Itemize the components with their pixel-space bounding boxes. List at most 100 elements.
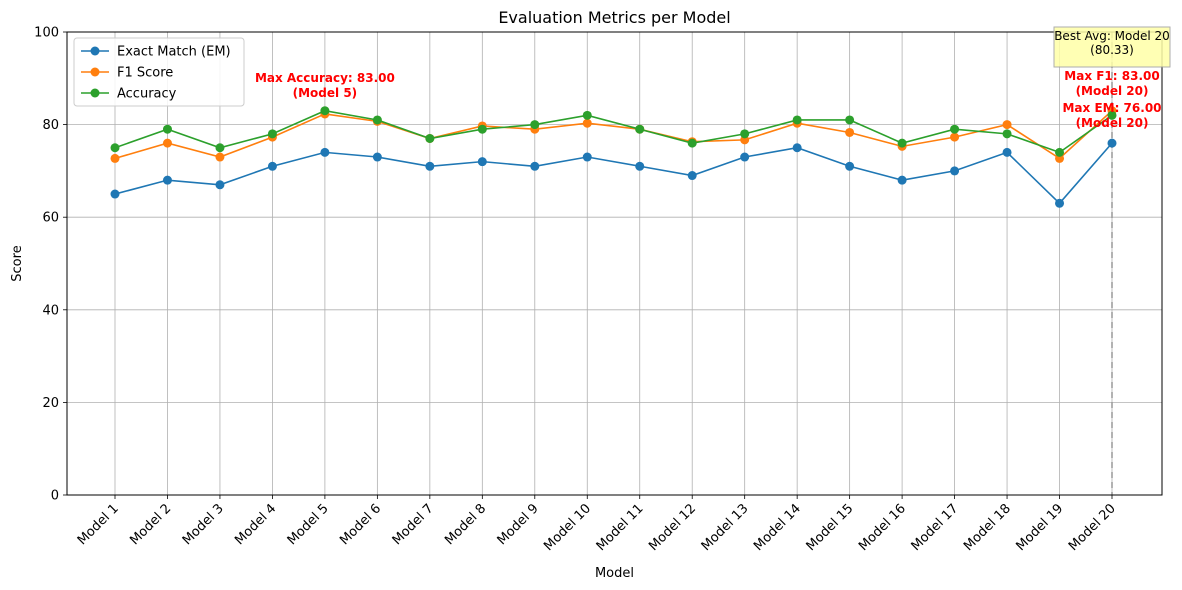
legend-label: Exact Match (EM): [117, 45, 231, 60]
x-tick-label: Model 18: [961, 501, 1014, 554]
chart-title: Evaluation Metrics per Model: [498, 8, 730, 27]
annotation-2: Max EM: 76.00(Model 20): [1062, 101, 1161, 130]
legend-label: Accuracy: [117, 87, 177, 102]
x-tick-label: Model 19: [1014, 501, 1067, 554]
series-line: [114, 110, 1113, 160]
data-point: [897, 175, 907, 185]
annotation-0: Max Accuracy: 83.00(Model 5): [255, 71, 395, 100]
data-point: [372, 152, 382, 162]
data-point: [162, 138, 172, 148]
x-tick-label: Model 7: [390, 501, 437, 548]
legend-box: [73, 37, 245, 107]
data-point: [897, 138, 907, 148]
data-point: [950, 166, 960, 176]
x-axis-title: Model: [595, 566, 634, 581]
series-lines: [110, 106, 1117, 208]
y-tick-label: 60: [42, 211, 59, 226]
data-point: [1055, 198, 1065, 208]
x-tick-label: Model 11: [594, 501, 647, 554]
data-point: [267, 129, 277, 139]
legend: Exact Match (EM) F1 Score Accuracy: [73, 37, 245, 107]
annotations: Max Accuracy: 83.00(Model 5) Max F1: 83.0…: [255, 26, 1171, 130]
data-point: [1002, 147, 1012, 157]
x-tick-label: Model 20: [1066, 501, 1119, 554]
data-point: [1107, 110, 1117, 120]
annotation-text: Max F1: 83.00: [1064, 69, 1159, 83]
y-tick-label: 0: [51, 489, 59, 504]
x-tick-label: Model 2: [127, 501, 174, 548]
y-tick-label: 40: [42, 303, 59, 318]
data-point: [687, 138, 697, 148]
x-tick-label: Model 6: [337, 501, 384, 548]
data-point: [950, 132, 960, 142]
series-line: [114, 109, 1113, 154]
x-tick-label: Model 12: [646, 501, 699, 554]
best-avg-text: (80.33): [1090, 43, 1134, 57]
best-avg-box: Best Avg: Model 20(80.33): [1053, 26, 1171, 68]
data-point: [110, 143, 120, 153]
data-point: [740, 152, 750, 162]
series-0: [110, 138, 1117, 208]
series-line: [114, 142, 1113, 205]
x-tick-label: Model 8: [442, 501, 489, 548]
legend-entry: Exact Match (EM): [81, 45, 231, 60]
x-tick-label: Model 10: [541, 501, 594, 554]
data-point: [215, 143, 225, 153]
data-point: [530, 161, 540, 171]
legend-label: F1 Score: [117, 66, 173, 81]
x-tick-label: Model 14: [751, 501, 804, 554]
data-point: [1002, 120, 1012, 130]
data-point: [635, 161, 645, 171]
annotation-1: Max F1: 83.00(Model 20): [1064, 69, 1159, 98]
legend-entry: F1 Score: [81, 66, 173, 81]
x-tick-label: Model 17: [909, 501, 962, 554]
data-point: [477, 157, 487, 167]
data-point: [950, 124, 960, 134]
data-point: [635, 124, 645, 134]
x-tick-label: Model 4: [232, 501, 279, 548]
data-point: [845, 127, 855, 137]
data-point: [845, 161, 855, 171]
x-tick-label: Model 9: [495, 501, 542, 548]
data-point: [740, 129, 750, 139]
data-point: [110, 153, 120, 163]
annotation-text: (Model 5): [293, 86, 358, 100]
legend-marker: [90, 67, 100, 77]
data-point: [162, 124, 172, 134]
data-point: [267, 161, 277, 171]
data-point: [372, 115, 382, 125]
series-1: [110, 106, 1117, 163]
best-avg-box-bg: [1053, 26, 1171, 68]
data-point: [320, 106, 330, 116]
data-point: [425, 133, 435, 143]
y-tick-label: 80: [42, 118, 59, 133]
data-point: [425, 161, 435, 171]
data-point: [582, 118, 592, 128]
data-point: [530, 120, 540, 130]
x-tick-label: Model 16: [856, 501, 909, 554]
annotation-text: (Model 20): [1076, 84, 1149, 98]
x-tick-label: Model 3: [180, 501, 227, 548]
data-point: [582, 152, 592, 162]
data-point: [1002, 129, 1012, 139]
data-point: [110, 189, 120, 199]
data-point: [792, 143, 802, 153]
best-avg-text: Best Avg: Model 20: [1054, 29, 1170, 43]
y-tick-label: 100: [34, 26, 59, 41]
data-point: [477, 124, 487, 134]
data-point: [792, 115, 802, 125]
x-tick-label: Model 5: [285, 501, 332, 548]
data-point: [215, 180, 225, 190]
legend-marker: [90, 88, 100, 98]
series-2: [110, 106, 1117, 157]
annotation-text: Max EM: 76.00: [1062, 101, 1161, 115]
data-point: [320, 147, 330, 157]
data-point: [582, 110, 592, 120]
x-tick-label: Model 13: [699, 501, 752, 554]
data-point: [1055, 147, 1065, 157]
x-tick-label: Model 15: [804, 501, 857, 554]
data-point: [162, 175, 172, 185]
data-point: [845, 115, 855, 125]
data-point: [215, 152, 225, 162]
annotation-text: (Model 20): [1076, 116, 1149, 130]
